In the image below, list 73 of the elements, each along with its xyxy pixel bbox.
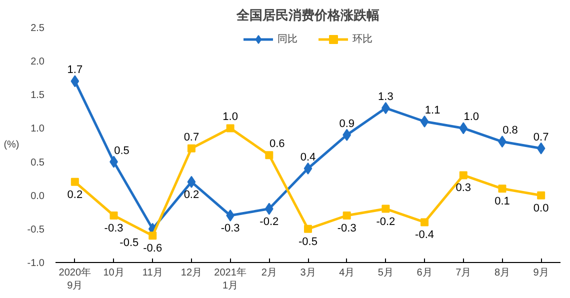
x-tick-label: 2021年 1月 — [214, 266, 246, 292]
y-tick-label: 0.5 — [30, 157, 45, 168]
data-label: 0.6 — [270, 138, 285, 150]
data-label: -0.6 — [143, 242, 162, 255]
point — [226, 124, 234, 132]
y-tick-label: 2.5 — [30, 23, 45, 34]
x-tick-label: 2月 — [261, 268, 277, 278]
data-label: 0.3 — [456, 182, 472, 194]
y-tick-label: 2.0 — [30, 56, 45, 68]
x-tick-label: 4月 — [339, 268, 355, 278]
point — [536, 142, 546, 154]
data-label: 1.0 — [464, 111, 480, 124]
y-tick-label: 1.0 — [30, 124, 45, 135]
x-tick-label: 10月 — [103, 268, 124, 278]
point — [304, 162, 312, 174]
data-label: 1.0 — [222, 111, 238, 124]
data-label: 0.2 — [67, 188, 83, 201]
chart-title: 全国居民消费价格涨跌幅 — [236, 8, 380, 22]
point — [226, 210, 234, 222]
data-label: -0.3 — [104, 222, 124, 234]
data-label: 0.9 — [339, 118, 354, 130]
point — [459, 171, 468, 180]
x-tick-label: 11月 — [142, 268, 163, 278]
data-label: -0.4 — [415, 229, 434, 242]
point — [70, 178, 79, 186]
point — [420, 116, 429, 128]
x-tick-label: 12月 — [180, 268, 202, 278]
point — [110, 212, 118, 220]
data-label: 0.8 — [502, 124, 518, 137]
data-label: 0.7 — [533, 131, 549, 144]
point — [382, 204, 390, 213]
point — [265, 151, 274, 160]
data-label: -0.3 — [220, 222, 240, 234]
point — [264, 202, 274, 215]
data-label: 1.1 — [424, 104, 440, 116]
data-label: -0.3 — [337, 222, 356, 234]
y-tick-label: 1.5 — [30, 90, 45, 102]
data-label: 1.3 — [378, 91, 394, 104]
point — [459, 122, 468, 134]
data-label: 0.5 — [114, 144, 130, 157]
data-label: -0.2 — [260, 216, 279, 228]
legend-label: 环比 — [352, 32, 372, 46]
point — [304, 224, 312, 233]
data-label: 0.4 — [300, 152, 316, 164]
x-tick-label: 7月 — [456, 268, 472, 278]
point — [70, 75, 80, 88]
y-tick-label: 0.0 — [30, 190, 45, 202]
point — [148, 232, 157, 240]
y-axis-title: (%) — [4, 140, 20, 150]
x-tick-label: 5月 — [378, 268, 394, 278]
data-label: -0.5 — [120, 236, 139, 249]
point — [342, 212, 351, 220]
y-tick-label: -1.0 — [27, 258, 45, 269]
y-tick-label: -0.5 — [27, 224, 45, 236]
data-label: -0.5 — [298, 236, 318, 248]
point — [420, 218, 429, 226]
x-tick-label: 6月 — [416, 268, 432, 278]
x-tick-label: 9月 — [533, 268, 549, 278]
x-tick-label: 2020年 9月 — [58, 266, 92, 292]
legend-label: 同比 — [278, 32, 298, 46]
point — [537, 191, 546, 200]
data-label: 0.0 — [533, 202, 549, 214]
point — [498, 184, 506, 193]
data-label: 0.1 — [494, 196, 510, 208]
x-tick-label: 8月 — [494, 268, 510, 278]
data-label: 1.7 — [67, 64, 83, 76]
point — [187, 176, 196, 188]
data-label: 0.2 — [184, 188, 200, 201]
data-label: -0.2 — [376, 216, 396, 228]
data-label: 0.7 — [184, 131, 200, 144]
point — [342, 128, 352, 141]
x-tick-label: 3月 — [300, 268, 316, 278]
point — [187, 144, 196, 152]
